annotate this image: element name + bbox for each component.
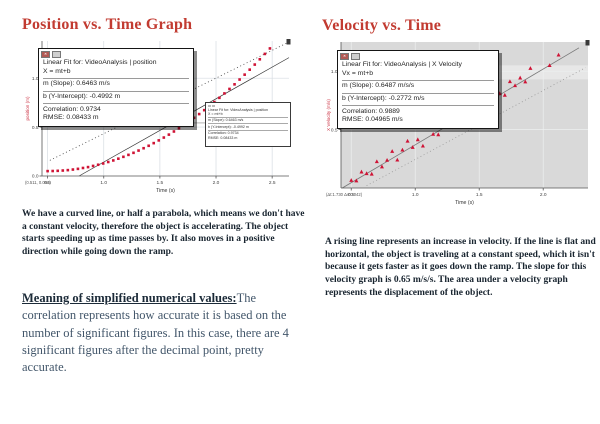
position-graph-title: Position vs. Time Graph (22, 16, 193, 33)
minimize-icon[interactable] (52, 51, 61, 58)
mini-fit-intercept: b (Y-Intercept): -0.4992 m (208, 123, 288, 129)
stats-box-window-controls: × (41, 51, 189, 58)
fit-rmse: RMSE: 0.04965 m/s (342, 116, 403, 124)
numerical-values-paragraph: Meaning of simplified numerical values:T… (22, 290, 290, 376)
numerical-values-heading: Meaning of simplified numerical values: (22, 291, 237, 305)
svg-text:Time (s): Time (s) (156, 188, 175, 194)
fit-intercept: b (Y-Intercept): -0.4992 m (43, 90, 189, 102)
svg-text:2.0: 2.0 (540, 192, 547, 198)
fit-correlation: Correlation: 0.9734 (43, 103, 189, 114)
stats-box-window-controls: × (340, 53, 494, 60)
close-icon[interactable]: × (41, 51, 50, 58)
fit-title: Linear Fit for: VideoAnalysis | position (43, 59, 157, 66)
fit-slope: m (Slope): 0.6463 m/s (43, 77, 189, 89)
close-icon[interactable]: × (340, 53, 349, 60)
velocity-graph-title: Velocity vs. Time (322, 17, 442, 34)
svg-text:1.5: 1.5 (476, 192, 483, 198)
fit-slope: m (Slope): 0.6487 m/s/s (342, 79, 494, 91)
svg-text:position (m): position (m) (25, 96, 30, 120)
fit-rmse: RMSE: 0.08433 m (43, 114, 99, 122)
velocity-fit-stats-box[interactable]: × Linear Fit for: VideoAnalysis | X Velo… (337, 50, 499, 130)
svg-text:2.5: 2.5 (269, 180, 276, 186)
svg-text:0.5: 0.5 (32, 125, 39, 131)
svg-text:X Velocity (m/s): X Velocity (m/s) (326, 99, 331, 131)
svg-text:(0.511, 0.056): (0.511, 0.056) (25, 180, 51, 185)
svg-text:0.5: 0.5 (44, 180, 51, 186)
minimize-icon[interactable] (351, 53, 360, 60)
minimize-icon (212, 104, 215, 107)
svg-text:1.0: 1.0 (100, 180, 107, 186)
position-fit-stats-box[interactable]: × Linear Fit for: VideoAnalysis | positi… (38, 48, 194, 128)
numerical-values-body: The correlation represents how accurate … (22, 291, 289, 374)
svg-text:(Δt:1.730 Δv:0.042): (Δt:1.730 Δv:0.042) (326, 192, 363, 197)
fit-intercept: b (Y-Intercept): -0.2772 m/s (342, 92, 494, 104)
fit-correlation: Correlation: 0.9889 (342, 105, 494, 116)
svg-text:Time (s): Time (s) (455, 200, 474, 206)
mini-box-window-controls (208, 104, 288, 107)
mini-fit-correlation: Correlation: 0.9734 (208, 129, 288, 136)
svg-text:0.5: 0.5 (348, 192, 355, 198)
svg-text:1.0: 1.0 (331, 69, 338, 75)
position-chart-figure[interactable]: 0.5 1.0 1.5 2.0 2.5 0.0 0.5 1.0 Time (s) position… (24, 36, 294, 202)
velocity-analysis-paragraph: A rising line represents an increase in … (325, 237, 596, 298)
mini-fit-equation: X = mt+b (208, 111, 223, 116)
svg-text:1.0: 1.0 (32, 76, 39, 82)
mini-fit-slope: m (Slope): 0.6463 m/s (208, 116, 288, 123)
fit-equation: Vx = mt+b (342, 69, 373, 77)
close-icon (208, 104, 211, 107)
svg-text:1.5: 1.5 (157, 180, 164, 186)
svg-text:2.0: 2.0 (213, 180, 220, 186)
position-analysis-paragraph: We have a curved line, or half a parabol… (22, 209, 305, 258)
position-fit-mini-box[interactable]: Linear Fit for: VideoAnalysis | position… (205, 102, 291, 147)
mini-fit-rmse: RMSE: 0.08433 m (208, 135, 238, 140)
fit-equation: X = mt+b (43, 67, 71, 75)
svg-text:0.0: 0.0 (32, 174, 39, 180)
velocity-chart-figure[interactable]: 0.5 1.0 1.5 2.0 0.5 1.0 Time (s) X Velocity (m/… (325, 36, 595, 218)
svg-text:1.0: 1.0 (412, 192, 419, 198)
mini-fit-title: Linear Fit for: VideoAnalysis | position (208, 107, 268, 112)
svg-text:0.5: 0.5 (331, 127, 338, 133)
fit-title: Linear Fit for: VideoAnalysis | X Veloci… (342, 61, 462, 68)
